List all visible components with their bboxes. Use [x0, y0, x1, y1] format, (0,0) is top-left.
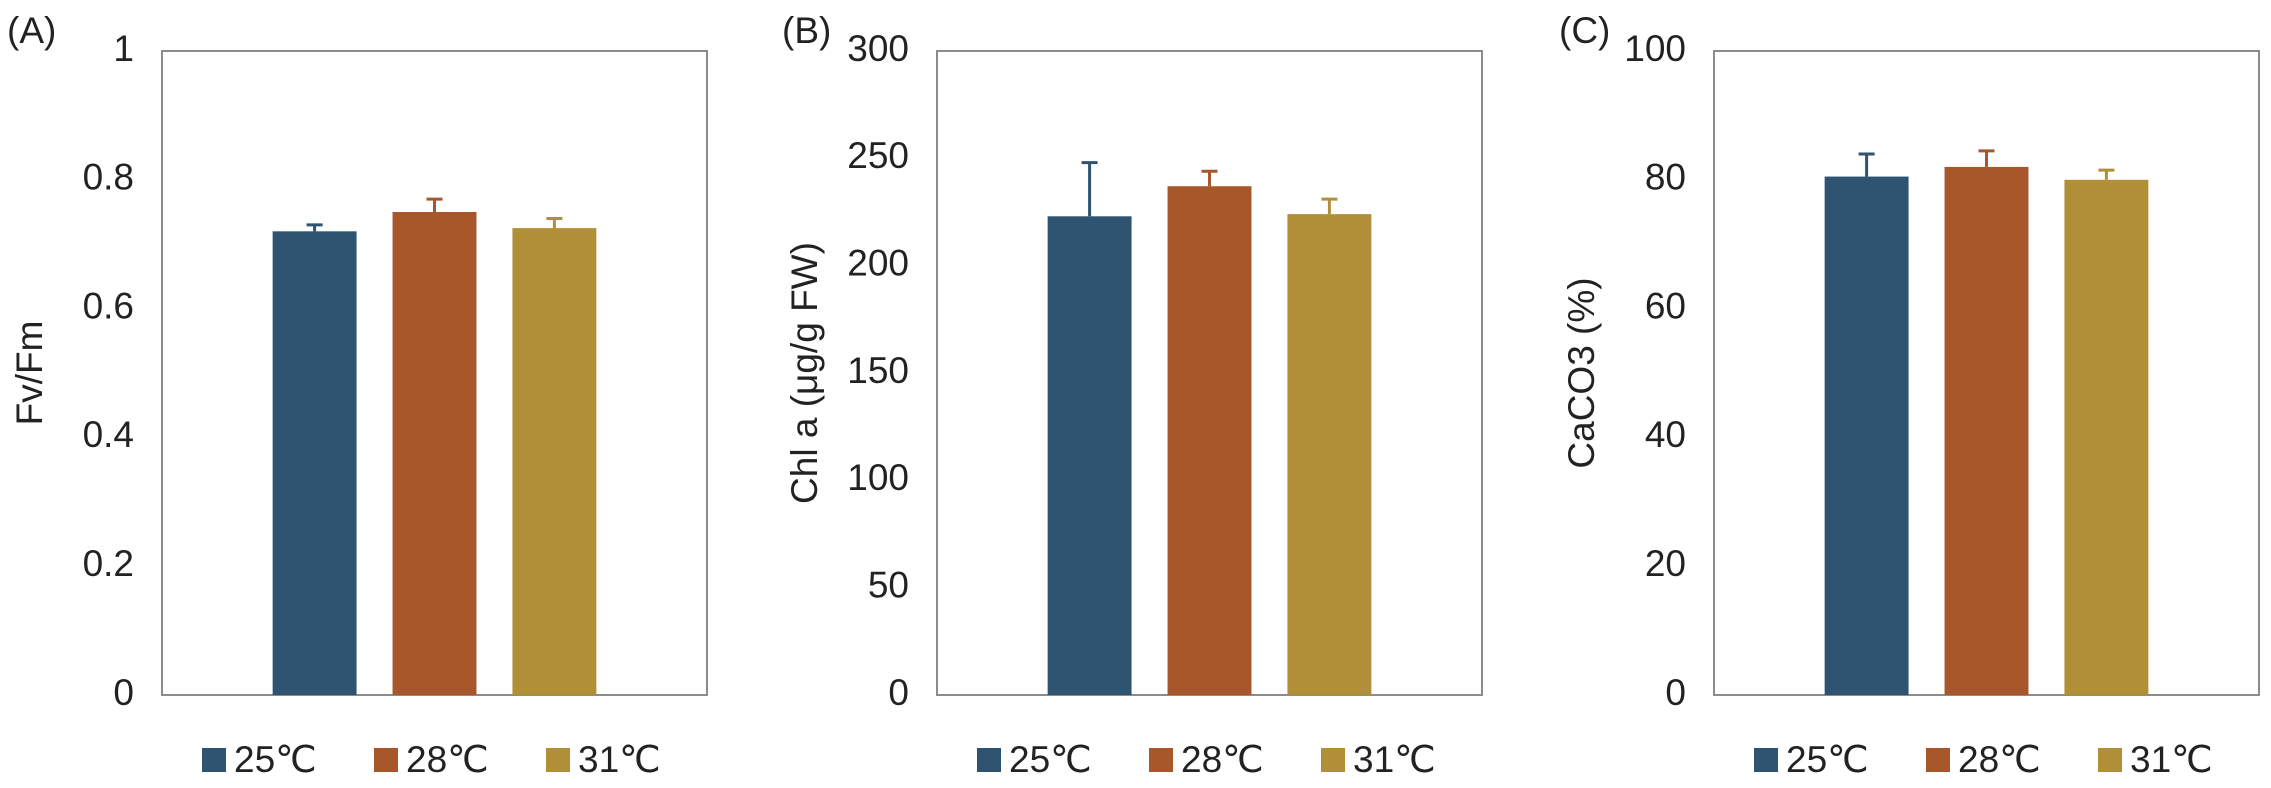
y-tick-label: 60: [1645, 285, 1686, 326]
y-tick-label: 0: [888, 672, 909, 713]
legend-swatch: [1754, 748, 1778, 772]
legend-label: 31℃: [2130, 739, 2213, 780]
y-tick-label: 1: [113, 28, 134, 69]
bar: [1824, 176, 1909, 695]
y-axis-label: Chl a (μg/g FW): [784, 242, 825, 504]
error-bar: [2098, 168, 2115, 180]
y-tick-label: 0.4: [83, 414, 134, 455]
y-tick-label: 200: [847, 242, 909, 283]
bar: [1287, 214, 1372, 695]
error-bar: [1201, 169, 1218, 187]
y-tick-label: 0.2: [83, 543, 134, 584]
legend-swatch: [1926, 748, 1950, 772]
error-bar: [1081, 161, 1098, 217]
y-tick-label: 100: [847, 457, 909, 498]
bar: [1944, 166, 2029, 696]
legend-swatch: [546, 748, 570, 772]
y-tick-label: 0: [1665, 672, 1686, 713]
bar: [392, 212, 477, 695]
bar: [512, 228, 597, 695]
y-tick-label: 50: [868, 564, 909, 605]
y-tick-label: 300: [847, 28, 909, 69]
legend-label: 28℃: [406, 739, 489, 780]
legend-label: 25℃: [1009, 739, 1092, 780]
y-axis-label: CaCO3 (%): [1561, 277, 1602, 468]
panel-label: (A): [7, 10, 56, 51]
legend-label: 31℃: [578, 739, 661, 780]
legend-swatch: [374, 748, 398, 772]
panel-label: (C): [1559, 10, 1610, 51]
error-bar: [426, 197, 443, 212]
error-bar: [306, 223, 323, 232]
legend-label: 25℃: [1786, 739, 1869, 780]
y-tick-label: 100: [1624, 28, 1686, 69]
legend-swatch: [1149, 748, 1173, 772]
legend-label: 28℃: [1181, 739, 1264, 780]
y-tick-label: 20: [1645, 543, 1686, 584]
legend-swatch: [2098, 748, 2122, 772]
legend-label: 25℃: [234, 739, 317, 780]
bar: [1047, 216, 1132, 695]
error-bar: [1978, 149, 1995, 167]
y-axis-label: Fv/Fm: [9, 321, 50, 426]
y-tick-label: 40: [1645, 414, 1686, 455]
y-tick-label: 0.8: [83, 157, 134, 198]
error-bar: [1858, 152, 1875, 177]
y-tick-label: 150: [847, 350, 909, 391]
panel-label: (B): [782, 10, 831, 51]
legend-swatch: [977, 748, 1001, 772]
y-tick-label: 0: [113, 672, 134, 713]
error-bar: [546, 216, 563, 229]
bar: [2064, 179, 2149, 696]
bar: [272, 231, 357, 695]
y-tick-label: 80: [1645, 157, 1686, 198]
bar: [1167, 186, 1252, 696]
legend-swatch: [202, 748, 226, 772]
error-bar: [1321, 197, 1338, 215]
y-tick-label: 0.6: [83, 285, 134, 326]
legend-label: 31℃: [1353, 739, 1436, 780]
legend-swatch: [1321, 748, 1345, 772]
legend-label: 28℃: [1958, 739, 2041, 780]
y-tick-label: 250: [847, 135, 909, 176]
